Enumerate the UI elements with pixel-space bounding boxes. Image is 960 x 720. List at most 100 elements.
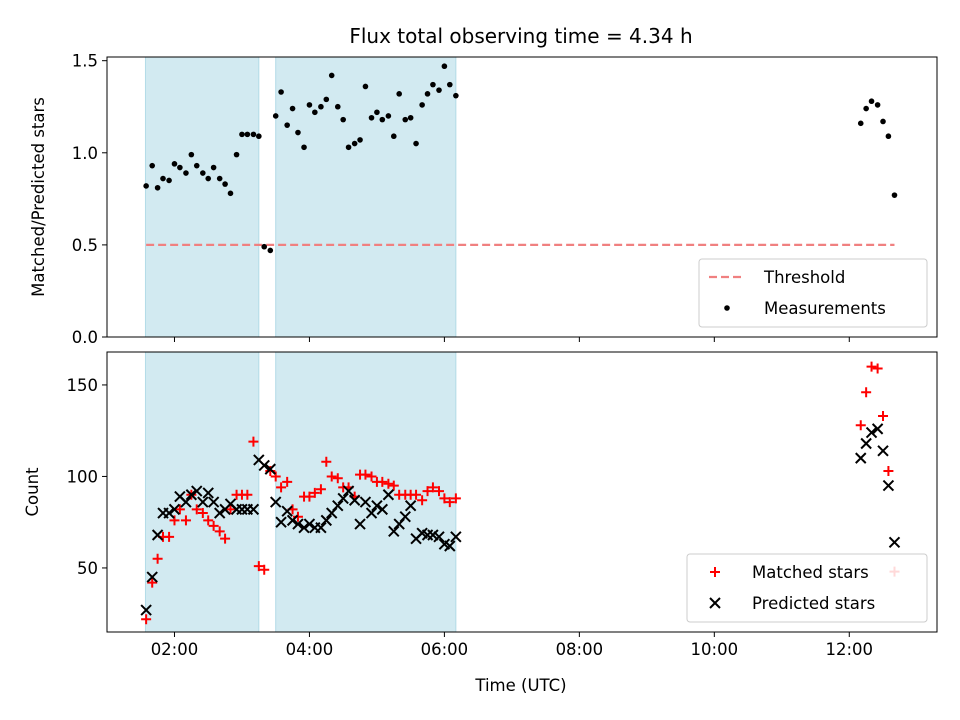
matched-star-point bbox=[259, 564, 270, 575]
measurement-point bbox=[278, 89, 284, 95]
measurement-point bbox=[295, 129, 301, 136]
predicted-star-point bbox=[281, 505, 293, 517]
matched-star-point bbox=[282, 476, 293, 487]
matched-star-point bbox=[861, 387, 872, 398]
matched-star-point bbox=[304, 491, 315, 502]
legend-predicted-handle bbox=[709, 597, 721, 609]
x-tick-label: 08:00 bbox=[556, 640, 604, 659]
matched-star-point bbox=[208, 520, 219, 531]
predicted-star-point bbox=[140, 604, 152, 616]
predicted-star-point bbox=[286, 514, 299, 527]
matched-star-point bbox=[434, 486, 444, 497]
y-tick-label: 100 bbox=[67, 467, 99, 486]
predicted-star-point bbox=[303, 518, 316, 530]
y-axis-title: Matched/Predicted stars bbox=[29, 97, 48, 297]
measurement-point bbox=[272, 113, 279, 119]
measurement-point bbox=[436, 87, 442, 93]
predicted-star-point bbox=[264, 463, 277, 475]
legend-measurement-handle bbox=[724, 305, 730, 311]
measurement-point bbox=[166, 177, 172, 184]
measurement-point bbox=[453, 92, 459, 99]
legend-label: Predicted stars bbox=[752, 594, 875, 613]
measurement-point bbox=[306, 102, 313, 108]
predicted-star-point bbox=[450, 531, 462, 543]
predicted-star-point bbox=[359, 496, 372, 508]
matched-star-point bbox=[883, 465, 894, 476]
measurement-point bbox=[183, 170, 189, 176]
x-tick-label: 02:00 bbox=[151, 640, 199, 659]
x-tick-label: 06:00 bbox=[421, 640, 469, 659]
measurement-point bbox=[149, 162, 156, 169]
matched-star-point bbox=[878, 411, 889, 422]
measurement-point bbox=[154, 184, 161, 191]
predicted-star-point bbox=[877, 445, 889, 457]
matched-star-point bbox=[242, 489, 253, 500]
measurement-point bbox=[424, 91, 431, 97]
matched-star-point bbox=[174, 504, 185, 515]
matched-star-point bbox=[220, 533, 231, 544]
predicted-star-point bbox=[433, 531, 445, 543]
legend-box bbox=[686, 553, 928, 623]
predicted-star-point bbox=[168, 503, 181, 516]
measurement-point bbox=[244, 131, 251, 138]
measurement-point bbox=[874, 102, 881, 108]
measurement-point bbox=[250, 131, 257, 138]
predicted-star-point bbox=[163, 507, 175, 519]
predicted-star-point bbox=[258, 459, 270, 472]
measurement-point bbox=[385, 113, 392, 119]
matched-star-point bbox=[326, 471, 337, 482]
measurement-point bbox=[323, 96, 330, 103]
x-axis-title: Time (UTC) bbox=[474, 676, 566, 695]
measurement-point bbox=[216, 175, 223, 182]
legend: Threshold Measurements bbox=[698, 258, 928, 328]
measurement-point bbox=[368, 114, 375, 121]
series-matched-stars bbox=[141, 361, 900, 625]
predicted-star-point bbox=[371, 500, 383, 512]
predicted-star-point bbox=[185, 489, 198, 501]
predicted-star-point bbox=[388, 525, 400, 538]
shaded-span-1 bbox=[144, 57, 260, 337]
predicted-star-point bbox=[146, 571, 158, 583]
matched-star-point bbox=[191, 504, 202, 515]
measurement-point bbox=[868, 98, 875, 105]
predicted-star-point bbox=[365, 507, 378, 519]
measurement-point bbox=[222, 181, 228, 187]
measurement-point bbox=[419, 102, 425, 108]
predicted-star-point bbox=[202, 487, 214, 499]
matched-star-point bbox=[450, 493, 461, 504]
predicted-star-point bbox=[888, 536, 901, 549]
measurement-point bbox=[301, 144, 307, 151]
measurement-point bbox=[256, 133, 262, 140]
matched-star-point bbox=[872, 363, 883, 374]
measurement-point bbox=[200, 170, 206, 176]
legend-box bbox=[698, 258, 928, 328]
measurement-point bbox=[289, 105, 296, 112]
predicted-star-point bbox=[855, 452, 867, 464]
measurement-point bbox=[340, 116, 346, 123]
matched-star-point bbox=[855, 420, 866, 431]
matched-star-point bbox=[427, 482, 438, 493]
y-tick-label: 0.5 bbox=[72, 236, 98, 255]
y-tick-label: 0.0 bbox=[72, 328, 98, 347]
predicted-star-point bbox=[247, 503, 260, 516]
measurement-point bbox=[188, 151, 195, 158]
matched-star-point bbox=[309, 487, 320, 498]
measurement-point bbox=[413, 140, 419, 147]
measurement-point bbox=[362, 83, 369, 90]
predicted-star-point bbox=[865, 426, 878, 439]
matched-star-point bbox=[253, 561, 264, 572]
y-tick-label: 50 bbox=[77, 559, 98, 578]
predicted-star-point bbox=[315, 521, 327, 534]
measurement-point bbox=[177, 164, 183, 171]
predicted-star-point bbox=[399, 510, 411, 523]
predicted-star-point bbox=[882, 479, 895, 492]
measurement-point bbox=[885, 133, 892, 140]
measurement-point bbox=[891, 192, 898, 198]
predicted-star-point bbox=[180, 496, 192, 508]
measurement-point bbox=[863, 105, 869, 112]
predicted-star-point bbox=[404, 500, 417, 512]
measurement-point bbox=[210, 164, 217, 171]
measurement-point bbox=[193, 162, 200, 169]
matched-star-point bbox=[332, 473, 343, 484]
